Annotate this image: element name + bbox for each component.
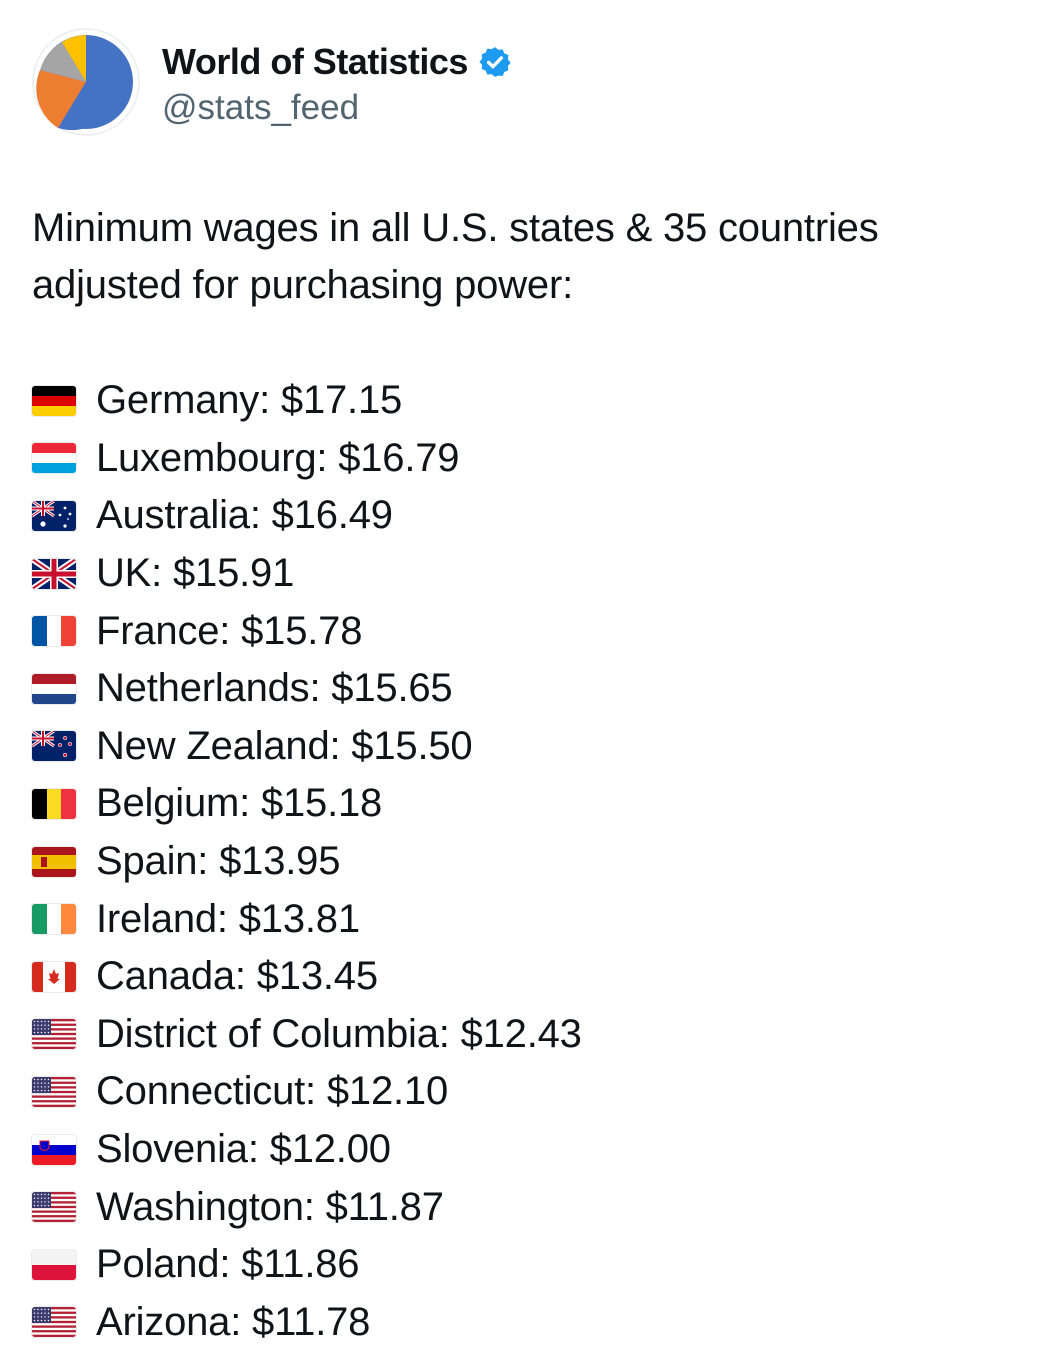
tweet-header: World of Statistics @stats_feed: [32, 28, 992, 140]
slovenia-flag-icon: [32, 1135, 76, 1165]
list-item: France: $15.78: [32, 602, 1022, 660]
tweet-text: Minimum wages in all U.S. states & 35 co…: [32, 200, 1022, 1351]
france-flag-icon: [32, 616, 76, 646]
pie-chart-icon: [32, 28, 140, 136]
avatar[interactable]: [32, 28, 140, 136]
us-flag-icon: [32, 1307, 76, 1337]
new-zealand-flag-icon: [32, 731, 76, 761]
name-row: World of Statistics: [162, 40, 512, 84]
wage-entry-text: Belgium: $15.18: [96, 775, 382, 832]
wage-entry-text: Germany: $17.15: [96, 372, 402, 429]
tweet-intro: Minimum wages in all U.S. states & 35 co…: [32, 200, 1022, 314]
canada-flag-icon: [32, 962, 76, 992]
wage-entry-text: Connecticut: $12.10: [96, 1063, 448, 1120]
wage-entry-text: New Zealand: $15.50: [96, 718, 472, 775]
list-item: Poland: $11.86: [32, 1236, 1022, 1294]
wage-entry-text: Netherlands: $15.65: [96, 660, 452, 717]
ireland-flag-icon: [32, 904, 76, 934]
spain-flag-icon: [32, 847, 76, 877]
wage-entry-text: Arizona: $11.78: [96, 1294, 370, 1351]
wage-entry-text: Ireland: $13.81: [96, 891, 360, 948]
wage-entry-text: UK: $15.91: [96, 545, 294, 602]
uk-flag-icon: [32, 559, 76, 589]
wage-entry-text: Australia: $16.49: [96, 487, 393, 544]
wage-entry-text: Poland: $11.86: [96, 1236, 359, 1293]
list-item: Arizona: $11.78: [32, 1294, 1022, 1351]
list-item: Washington: $11.87: [32, 1178, 1022, 1236]
list-item: Australia: $16.49: [32, 487, 1022, 545]
list-item: Connecticut: $12.10: [32, 1063, 1022, 1121]
australia-flag-icon: [32, 501, 76, 531]
list-item: New Zealand: $15.50: [32, 718, 1022, 776]
list-item: Germany: $17.15: [32, 372, 1022, 430]
verified-badge-icon: [478, 45, 512, 79]
wage-entry-text: Luxembourg: $16.79: [96, 430, 459, 487]
handle[interactable]: @stats_feed: [162, 88, 359, 128]
wage-entry-text: Spain: $13.95: [96, 833, 340, 890]
list-item: Netherlands: $15.65: [32, 660, 1022, 718]
display-name[interactable]: World of Statistics: [162, 41, 468, 83]
list-item: Spain: $13.95: [32, 833, 1022, 891]
us-flag-icon: [32, 1019, 76, 1049]
netherlands-flag-icon: [32, 674, 76, 704]
us-flag-icon: [32, 1077, 76, 1107]
list-item: Luxembourg: $16.79: [32, 430, 1022, 488]
list-item: Canada: $13.45: [32, 948, 1022, 1006]
list-item: Belgium: $15.18: [32, 775, 1022, 833]
luxembourg-flag-icon: [32, 443, 76, 473]
list-item: Slovenia: $12.00: [32, 1121, 1022, 1179]
wage-entry-text: Washington: $11.87: [96, 1179, 444, 1236]
list-item: UK: $15.91: [32, 545, 1022, 603]
list-item: District of Columbia: $12.43: [32, 1006, 1022, 1064]
wage-entry-text: District of Columbia: $12.43: [96, 1006, 582, 1063]
us-flag-icon: [32, 1192, 76, 1222]
belgium-flag-icon: [32, 789, 76, 819]
list-item: Ireland: $13.81: [32, 890, 1022, 948]
wage-entry-text: France: $15.78: [96, 603, 362, 660]
germany-flag-icon: [32, 386, 76, 416]
wage-entry-text: Canada: $13.45: [96, 948, 378, 1005]
poland-flag-icon: [32, 1250, 76, 1280]
wage-entry-text: Slovenia: $12.00: [96, 1121, 391, 1178]
